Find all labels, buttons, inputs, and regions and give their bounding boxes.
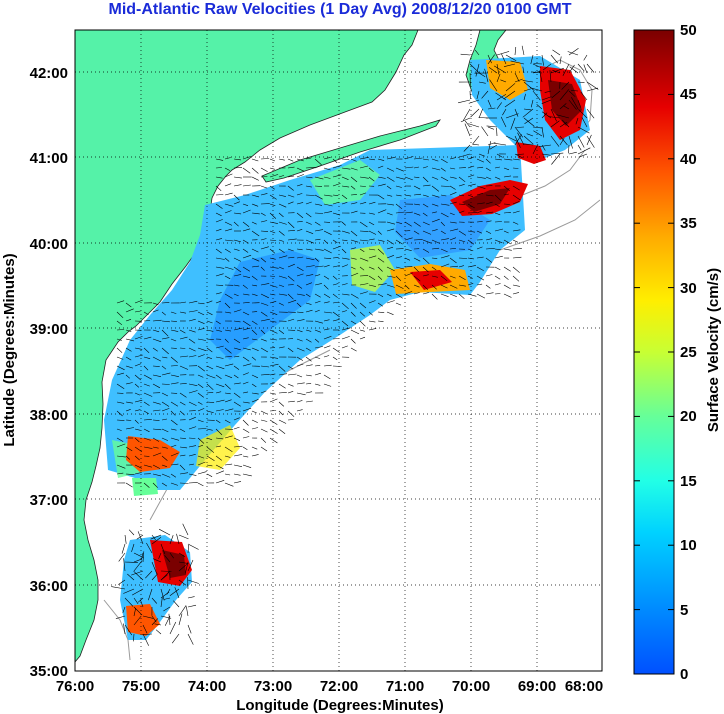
- x-tick-label: 68:00: [565, 678, 603, 695]
- colorbar-tick-label: 45: [680, 86, 697, 103]
- colorbar-tick-label: 35: [680, 215, 697, 232]
- colorbar-tick-labels: 50 45 40 35 30 25 20 15 10 5 0: [680, 22, 697, 683]
- x-tick-label: 69:00: [518, 678, 556, 695]
- y-tick-label: 40:00: [30, 236, 68, 253]
- land-mass: [75, 30, 419, 663]
- y-tick-label: 41:00: [30, 150, 68, 167]
- map-area: [75, 30, 602, 671]
- colorbar-tick-label: 30: [680, 280, 697, 297]
- y-tick-labels: 42:00 41:00 40:00 39:00 38:00 37:00 36:0…: [30, 65, 68, 680]
- x-tick-labels: 76:00 75:00 74:00 73:00 72:00 71:00 70:0…: [56, 678, 603, 695]
- colorbar: [633, 29, 675, 675]
- velocity-vectors: [111, 45, 599, 646]
- x-tick-label: 71:00: [386, 678, 424, 695]
- map-title: Mid-Atlantic Raw Velocities (1 Day Avg) …: [109, 1, 572, 18]
- x-tick-label: 74:00: [188, 678, 226, 695]
- y-tick-label: 37:00: [30, 492, 68, 509]
- map-grid: [75, 30, 602, 671]
- y-tick-label: 38:00: [30, 407, 68, 424]
- y-tick-label: 42:00: [30, 65, 68, 82]
- x-tick-label: 73:00: [254, 678, 292, 695]
- colorbar-tick-label: 20: [680, 408, 697, 425]
- x-tick-label: 70:00: [452, 678, 490, 695]
- colorbar-tick-label: 40: [680, 151, 697, 168]
- colorbar-ticks: [634, 29, 674, 675]
- x-tick-label: 75:00: [122, 678, 160, 695]
- y-tick-label: 39:00: [30, 321, 68, 338]
- colorbar-tick-label: 15: [680, 473, 697, 490]
- x-axis-label: Longitude (Degrees:Minutes): [236, 697, 444, 714]
- y-axis-label: Latitude (Degrees:Minutes): [1, 253, 18, 446]
- colorbar-tick-label: 50: [680, 22, 697, 39]
- velocity-field: [104, 56, 590, 640]
- y-tick-label: 35:00: [30, 663, 68, 680]
- x-tick-label: 76:00: [56, 678, 94, 695]
- long-island: [261, 119, 441, 183]
- colorbar-label: Surface Velocity (cm/s): [705, 268, 722, 432]
- colorbar-tick-label: 0: [680, 666, 688, 683]
- colorbar-tick-label: 25: [680, 344, 697, 361]
- x-tick-label: 72:00: [320, 678, 358, 695]
- y-tick-label: 36:00: [30, 578, 68, 595]
- colorbar-tick-label: 10: [680, 537, 697, 554]
- colorbar-tick-label: 5: [680, 602, 688, 619]
- map-frame: [74, 29, 603, 672]
